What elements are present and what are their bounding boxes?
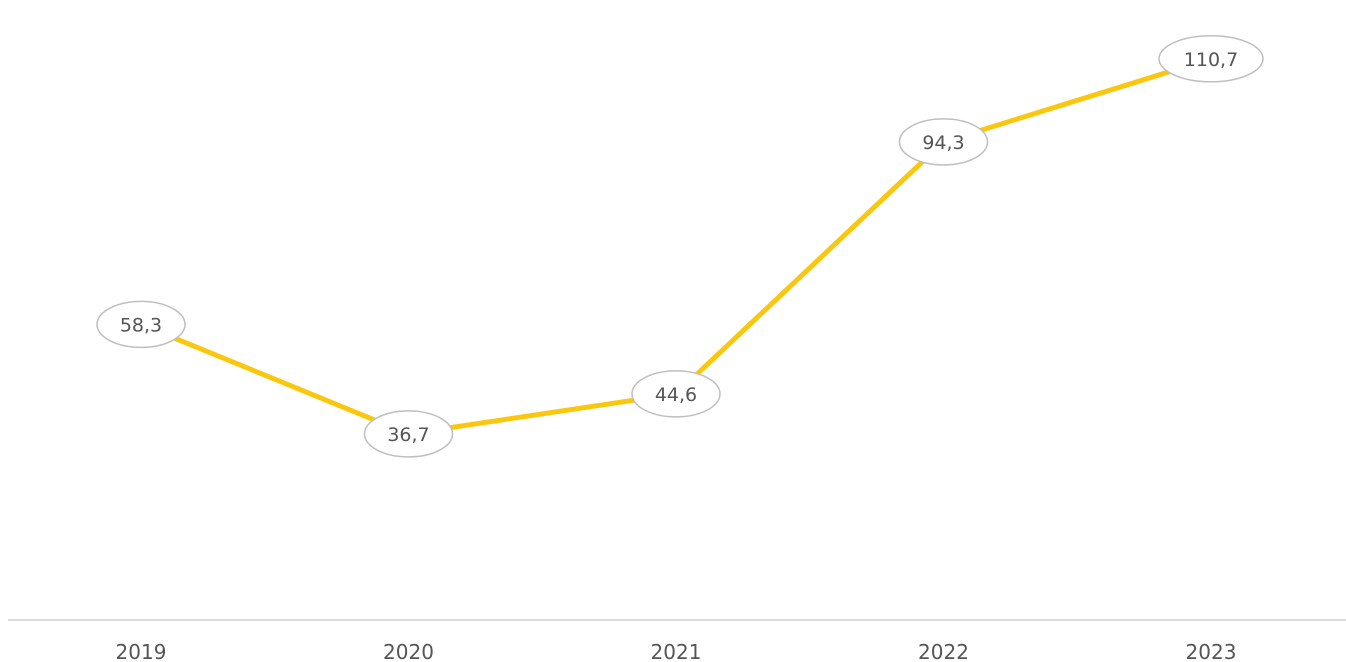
- data-label-bubble: [631, 370, 721, 418]
- data-label: 94,3: [922, 132, 964, 154]
- data-label: 58,3: [120, 314, 162, 336]
- data-point-2020: 36,7: [363, 410, 454, 458]
- data-label-bubble: [363, 410, 454, 458]
- x-tick-labels: 2019 2020 2021 2022 2023: [116, 640, 1237, 662]
- data-label: 44,6: [655, 384, 697, 406]
- data-label-bubble: [96, 300, 186, 349]
- data-label-bubble: [898, 118, 989, 166]
- data-point-2019: 58,3: [96, 300, 186, 349]
- data-point-2023: 110,7: [1158, 35, 1264, 83]
- data-label: 36,7: [387, 424, 429, 446]
- data-label: 110,7: [1184, 49, 1238, 71]
- data-labels-layer: 58,3 36,7 44,6 94,3 110,7: [96, 35, 1264, 458]
- x-tick-label-2022: 2022: [918, 640, 969, 662]
- data-label-bubble: [1158, 35, 1264, 83]
- x-tick-label-2021: 2021: [651, 640, 702, 662]
- x-tick-label-2020: 2020: [383, 640, 434, 662]
- x-tick-label-2019: 2019: [116, 640, 167, 662]
- data-point-2022: 94,3: [898, 118, 989, 166]
- data-point-2021: 44,6: [631, 370, 721, 418]
- x-tick-label-2023: 2023: [1186, 640, 1237, 662]
